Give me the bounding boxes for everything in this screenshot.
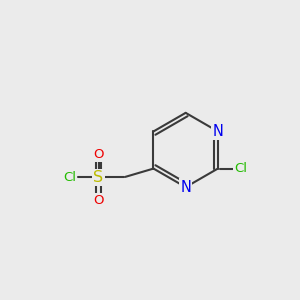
Text: Cl: Cl [63, 171, 76, 184]
Text: S: S [93, 170, 103, 185]
Text: O: O [93, 194, 104, 208]
Text: N: N [212, 124, 223, 139]
Text: Cl: Cl [234, 162, 247, 175]
Text: O: O [93, 148, 104, 160]
Text: N: N [180, 180, 191, 195]
